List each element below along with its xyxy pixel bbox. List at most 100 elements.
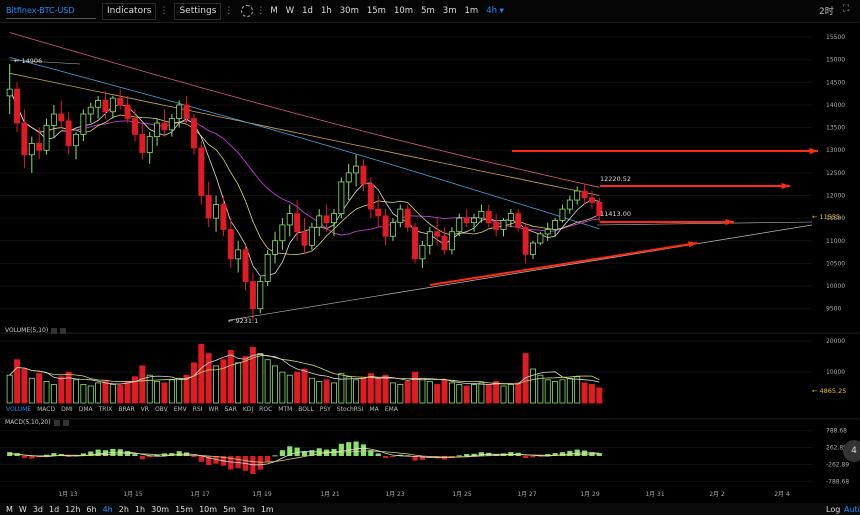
indicator-tab-ma[interactable]: MA <box>369 406 379 413</box>
indicator-tab-obv[interactable]: OBV <box>154 406 168 413</box>
volume-bar <box>117 384 124 404</box>
macd-bar <box>228 456 234 470</box>
auto-toggle[interactable]: Auto <box>844 504 860 514</box>
log-toggle[interactable]: Log <box>826 504 841 514</box>
volume-bar <box>448 382 455 404</box>
high-marker-line <box>9 59 81 65</box>
bottom-timeframe-1h[interactable]: 1h <box>134 504 146 514</box>
indicator-tab-trix[interactable]: TRIX <box>98 406 113 413</box>
macd-badge[interactable]: 4 <box>843 440 860 462</box>
candle-body <box>21 122 28 156</box>
indicator-tab-wr[interactable]: WR <box>208 406 219 413</box>
indicator-tab-boll[interactable]: BOLL <box>298 406 314 413</box>
price-tick-label: 10500 <box>826 260 845 267</box>
candle-body <box>139 133 146 153</box>
bottom-timeframe-4h[interactable]: 4h <box>102 504 113 514</box>
bottom-timeframes: M W 3d 1d 12h 6h 4h 2h 1h 30m 15m 10m 5m 3m 1m <box>0 505 274 514</box>
indicator-tab-roc[interactable]: ROC <box>259 406 273 413</box>
indicator-tab-dmi[interactable]: DMI <box>61 406 73 413</box>
candle-body <box>389 222 396 237</box>
indicators-more-icon[interactable]: ⋮ <box>159 6 169 16</box>
bottom-timeframe-3m[interactable]: 3m <box>241 504 255 514</box>
volume-bar <box>588 384 595 404</box>
macd-close-icon[interactable] <box>62 419 69 426</box>
indicator-tab-emv[interactable]: EMV <box>173 406 187 413</box>
volume-bar <box>168 379 175 404</box>
macd-panel-label: MACD(5,10,20) <box>5 419 69 426</box>
macd-bar <box>257 456 263 470</box>
indicator-tab-psy[interactable]: PSY <box>319 406 331 413</box>
timeframe-3m[interactable]: 3m <box>442 5 457 16</box>
volume-ma10 <box>9 354 600 385</box>
volume-close-icon[interactable] <box>60 327 67 334</box>
timeframe-1d[interactable]: 1d <box>302 5 313 16</box>
indicator-tab-macd[interactable]: MACD <box>37 406 56 413</box>
timeframe-15m[interactable]: 15m <box>366 5 386 16</box>
annotation-volume_last: ← 4865.25 <box>812 387 846 395</box>
candle-body <box>515 213 522 228</box>
bottom-timeframe-12h[interactable]: 12h <box>65 504 81 514</box>
timeframe-30m[interactable]: 30m <box>339 5 359 16</box>
indicator-tab-dma[interactable]: DMA <box>78 406 93 413</box>
indicators-button[interactable]: Indicators <box>102 2 157 20</box>
bottom-timeframe-1m[interactable]: 1m <box>260 504 274 514</box>
timeframe-10m[interactable]: 10m <box>393 5 414 16</box>
volume-bar <box>14 359 21 404</box>
bottom-timeframe-3d[interactable]: 3d <box>32 504 43 514</box>
timeframe-4h-dropdown[interactable]: 4h ▾ <box>486 5 504 16</box>
macd-bar <box>301 451 308 456</box>
bottom-timeframe-5m[interactable]: 5m <box>223 504 236 514</box>
volume-bar <box>124 380 131 404</box>
bottom-timeframe-15m[interactable]: 15m <box>175 504 194 514</box>
timeframe-5m[interactable]: 5m <box>421 5 435 16</box>
volume-bar <box>404 380 411 404</box>
x-axis-label: 1月 17 <box>190 491 210 498</box>
gear-icon[interactable] <box>241 5 254 17</box>
indicator-tab-brar[interactable]: BRAR <box>118 406 135 413</box>
candle-body <box>493 222 500 230</box>
candle-body <box>43 124 50 151</box>
indicator-tab-stochrsi[interactable]: StochRSI <box>336 406 364 413</box>
volume-bar <box>279 371 286 404</box>
bottom-timeframe-6h[interactable]: 6h <box>86 504 97 514</box>
candle-body <box>456 217 463 233</box>
volume-settings-icon[interactable] <box>51 327 58 334</box>
indicator-tab-volume[interactable]: VOLUME <box>6 406 32 413</box>
macd-settings-icon[interactable] <box>53 419 60 426</box>
macd-bar <box>279 450 285 456</box>
macd-bar <box>294 447 300 456</box>
timeframe-1h[interactable]: 1h <box>320 5 332 16</box>
macd-bar <box>382 456 389 458</box>
candle-body <box>6 88 13 97</box>
indicator-tab-ema[interactable]: EMA <box>384 406 398 413</box>
settings-button[interactable]: Settings <box>174 2 222 20</box>
candle-body <box>500 220 507 230</box>
fullscreen-icon[interactable]: ⛶ <box>843 4 850 14</box>
candle-body <box>301 231 308 246</box>
candle-body <box>176 104 183 119</box>
indicator-tab-sar[interactable]: SAR <box>224 406 237 413</box>
bottom-timeframe-1d[interactable]: 1d <box>49 504 60 514</box>
indicator-tab-mtm[interactable]: MTM <box>278 406 293 413</box>
symbol-select[interactable]: Bitfinex-BTC-USD <box>6 3 96 19</box>
bottom-timeframe-M[interactable]: M <box>6 504 13 514</box>
volume-bar <box>308 377 315 404</box>
indicator-tab-rsi[interactable]: RSI <box>192 406 203 413</box>
bottom-timeframe-10m[interactable]: 10m <box>199 504 218 514</box>
volume-bar <box>95 382 102 404</box>
bottom-timeframe-2h[interactable]: 2h <box>118 504 129 514</box>
candle-body <box>404 208 411 228</box>
x-axis-label: 1月 15 <box>123 491 143 498</box>
candle-body <box>559 208 566 221</box>
timeframe-M[interactable]: M <box>270 5 278 16</box>
macd-bar <box>154 454 160 456</box>
timeframe-1m[interactable]: 1m <box>464 5 479 16</box>
candle-body <box>154 122 161 138</box>
indicator-tab-vr[interactable]: VR <box>140 406 149 413</box>
indicator-tab-kdj[interactable]: KDJ <box>242 406 254 413</box>
timeframe-W[interactable]: W <box>285 5 295 16</box>
bottom-timeframe-W[interactable]: W <box>18 504 27 514</box>
macd-bar <box>552 453 558 456</box>
bottom-timeframe-30m[interactable]: 30m <box>151 504 170 514</box>
settings-more-icon[interactable]: ⋮ <box>224 6 234 16</box>
